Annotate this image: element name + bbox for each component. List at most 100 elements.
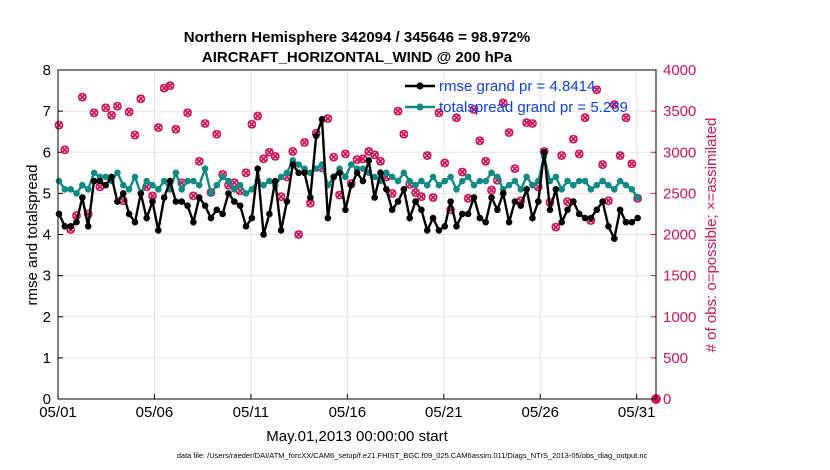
obs-assimilated-point [464,194,472,203]
totalspread-point [149,181,156,189]
totalspread-point [599,177,606,185]
obs-assimilated-point [107,111,116,120]
totalspread-point [312,165,320,172]
obs-assimilated-point [101,103,110,112]
totalspread-point [634,194,641,201]
totalspread-point [558,185,565,193]
obs-assimilated-point [242,168,250,177]
rmse-point [90,177,98,185]
obs-possible-point [528,119,537,128]
obs-possible-point [411,188,420,197]
rmse-point [575,210,583,218]
obs-possible-point [557,151,567,160]
obs-assimilated-point [364,147,373,156]
obs-assimilated-point [470,105,478,114]
obs-assimilated-point [476,136,484,145]
y-tick-label: 4 [43,227,51,244]
obs-assimilated-point [125,108,133,116]
x-tick-label: 05/26 [521,404,559,421]
rmse-point [365,157,373,164]
rmse-point [593,206,601,214]
obs-assimilated-point [569,135,578,143]
obs-possible-point [352,155,362,165]
obs-assimilated-point [306,199,315,208]
obs-possible-point [113,101,122,111]
obs-assimilated-point [60,145,69,154]
obs-assimilated-point [248,120,256,129]
obs-possible-point [498,98,508,108]
rmse-point [552,185,560,193]
obs-possible-point [136,94,146,104]
totalspread-point [371,173,378,181]
obs-assimilated-point [499,99,508,107]
obs-possible-point [568,134,578,144]
totalspread-point [102,173,110,181]
obs-possible-point [416,192,426,202]
y-tick-label: 5 [43,185,51,202]
obs-possible-point [551,222,561,232]
obs-possible-point [270,151,280,161]
rmse-point [383,185,390,193]
totalspread-point [429,173,437,181]
obs-possible-point [101,103,111,113]
totalspread-point [605,181,612,189]
totalspread-point [248,185,256,193]
obs-assimilated-point [189,192,198,200]
totalspread-point [242,190,250,197]
obs-possible-point [60,145,70,155]
totalspread-point [90,169,98,177]
totalspread-point [394,177,402,185]
obs-possible-point [434,108,444,118]
obs-possible-point [241,168,251,178]
rmse-point [529,214,536,222]
legend-rmse-label: rmse grand pr = 4.8414 [439,78,595,95]
rmse-point [283,198,291,205]
rmse-point [517,202,525,210]
rmse-point [102,181,110,189]
rmse-point [505,218,513,226]
totalspread-point [511,177,519,185]
rmse-point [412,198,419,205]
obs-possible-point [340,149,350,159]
right-y-tick-label: 0 [663,391,671,408]
obs-possible-point [288,147,298,156]
rmse-point [359,177,367,185]
obs-assimilated-point [581,113,589,122]
totalspread-point [505,181,513,189]
totalspread-point [575,177,583,185]
totalspread-point [201,165,209,172]
totalspread-point [114,169,121,177]
totalspread-point [447,173,454,181]
rmse-point [464,210,472,218]
rmse-point [371,194,378,201]
obs-assimilated-point [183,108,192,117]
obs-possible-point [253,111,263,121]
rmse-point [254,165,262,172]
obs-assimilated-point [136,94,145,103]
rmse-point [610,235,618,242]
totalspread-point [155,185,162,193]
obs-possible-point [522,118,532,128]
obs-assimilated-point [166,81,174,90]
totalspread-point [125,185,133,193]
totalspread-point [435,181,443,189]
obs-assimilated-point [435,108,443,117]
x-tick-label: 05/31 [618,404,656,421]
rmse-point [119,190,127,197]
rmse-point [231,198,238,205]
totalspread-point [412,181,419,189]
rmse-point [494,206,501,214]
obs-assimilated-point [277,192,285,201]
obs-possible-point [609,100,619,109]
x-tick-label: 05/01 [39,404,77,421]
rmse-point [499,190,507,197]
totalspread-point [418,177,425,185]
totalspread-point [610,185,618,193]
totalspread-point [616,177,624,185]
obs-assimilated-point [481,157,490,166]
obs-assimilated-point [610,100,619,109]
rmse-point [470,194,478,201]
y-axis-ticks: 0 1 2 3 4 5 6 7 8 [43,62,63,408]
rmse-point [429,214,437,222]
obs-assimilated-point [598,160,607,169]
